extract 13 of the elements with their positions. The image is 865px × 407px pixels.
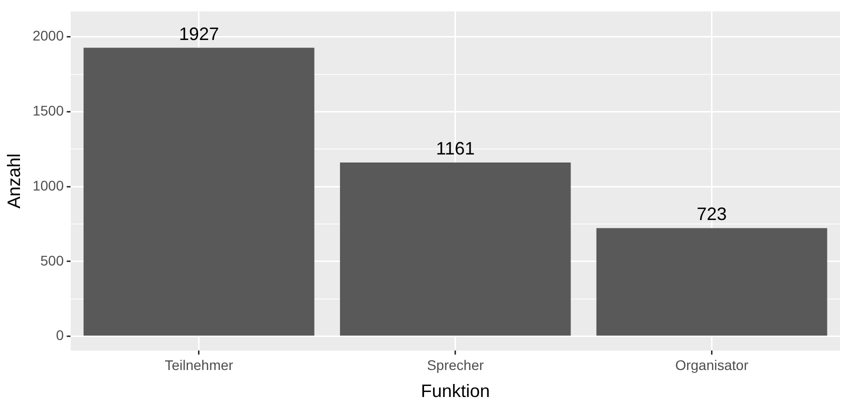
y-tick-label: 500 xyxy=(40,252,64,268)
y-tick-label: 2000 xyxy=(32,28,64,44)
x-tick-label: Sprecher xyxy=(426,356,484,373)
x-tick-label: Organisator xyxy=(675,356,749,373)
y-axis-title: Anzahl xyxy=(4,153,24,209)
y-tick-label: 1000 xyxy=(32,177,64,194)
x-tick-label: Teilnehmer xyxy=(164,356,234,373)
data-label: 723 xyxy=(696,204,727,224)
data-label: 1927 xyxy=(178,24,219,44)
y-tick-label: 0 xyxy=(56,327,64,344)
data-label: 1161 xyxy=(436,138,475,158)
y-tick-label: 1500 xyxy=(32,102,64,119)
x-axis-title: Funktion xyxy=(420,381,490,402)
